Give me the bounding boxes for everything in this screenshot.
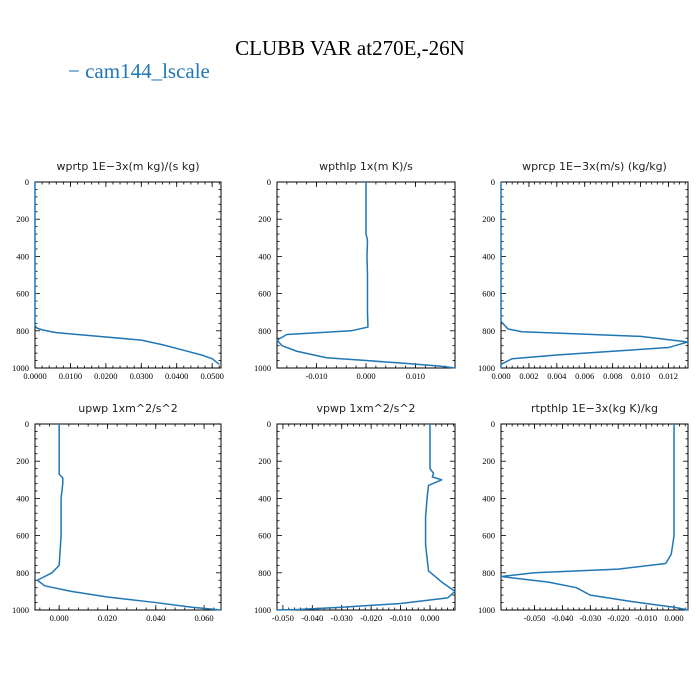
- y-tick-label: 0: [25, 419, 29, 429]
- x-tick-label: 0.010: [406, 371, 425, 381]
- subplot-title: rtpthlp 1E−3x(kg K)/kg: [531, 402, 658, 415]
- axes-frame: [500, 423, 689, 611]
- x-tick-label: 0.012: [659, 371, 678, 381]
- series-line: [36, 424, 222, 611]
- y-tick-label: 600: [258, 531, 271, 541]
- axes-frame: [500, 181, 689, 369]
- y-tick-label: 600: [482, 289, 495, 299]
- x-tick-label: 0.000: [420, 613, 439, 623]
- subplot-title: wprcp 1E−3x(m/s) (kg/kg): [522, 160, 667, 173]
- x-tick-label: 0.000: [664, 613, 683, 623]
- legend-line-marker: −: [68, 59, 80, 83]
- subplot-4: upwp 1xm^2/s^2 0 200 400 600 800 1000 0.000 0.02…: [12, 402, 222, 623]
- x-tick-label: 0.000: [356, 371, 375, 381]
- y-tick-label: 600: [16, 531, 29, 541]
- y-tick-label: 0: [491, 419, 495, 429]
- y-tick-label: 1000: [12, 605, 29, 615]
- x-tick-label: -0.020: [607, 613, 629, 623]
- series-line: [34, 182, 220, 365]
- x-tick-label: 0.060: [195, 613, 214, 623]
- y-tick-label: 0: [25, 177, 29, 187]
- x-tick-label: 0.0200: [94, 371, 117, 381]
- y-tick-label: 0: [267, 177, 271, 187]
- subplot-title: wprtp 1E−3x(m kg)/(s kg): [57, 160, 200, 173]
- x-tick-label: -0.050: [524, 613, 546, 623]
- x-tick-label: -0.010: [390, 613, 412, 623]
- y-tick-label: 800: [482, 326, 495, 336]
- subplot-6: rtpthlp 1E−3x(kg K)/kg 0 200 400 600 800 1000 -…: [478, 402, 689, 623]
- series-line: [500, 424, 689, 611]
- series-line: [500, 182, 689, 368]
- y-tick-label: 200: [16, 456, 29, 466]
- y-tick-label: 1000: [478, 605, 495, 615]
- x-tick-label: -0.030: [579, 613, 601, 623]
- y-tick-label: 200: [258, 214, 271, 224]
- x-tick-label: 0.000: [491, 371, 510, 381]
- y-tick-label: 600: [258, 289, 271, 299]
- y-tick-label: 800: [16, 568, 29, 578]
- legend: − cam144_lscale: [68, 59, 210, 84]
- axes-frame: [276, 423, 456, 611]
- x-tick-label: 0.0500: [200, 371, 223, 381]
- x-tick-label: 0.004: [547, 371, 567, 381]
- x-tick-label: 0.002: [519, 371, 538, 381]
- subplot-1: wprtp 1E−3x(m kg)/(s kg) 0 200 400 600 800 100…: [12, 160, 224, 381]
- subplot-3: wprcp 1E−3x(m/s) (kg/kg) 0 200 400 600 800 100…: [478, 160, 689, 381]
- y-tick-label: 1000: [478, 363, 495, 373]
- x-tick-label: 0.040: [146, 613, 165, 623]
- x-tick-label: -0.040: [551, 613, 573, 623]
- y-tick-label: 600: [16, 289, 29, 299]
- y-tick-label: 0: [267, 419, 271, 429]
- y-tick-label: 0: [491, 177, 495, 187]
- subplot-title: upwp 1xm^2/s^2: [78, 402, 178, 415]
- axes-frame: [34, 181, 222, 369]
- y-tick-label: 200: [482, 456, 495, 466]
- series-line: [276, 424, 456, 611]
- y-tick-label: 1000: [12, 363, 29, 373]
- x-tick-label: 0.0000: [23, 371, 46, 381]
- y-tick-label: 200: [258, 456, 271, 466]
- x-tick-label: 0.008: [603, 371, 622, 381]
- y-tick-label: 400: [482, 493, 495, 503]
- x-tick-label: 0.0300: [130, 371, 153, 381]
- x-tick-label: -0.040: [301, 613, 323, 623]
- subplot-title: vpwp 1xm^2/s^2: [316, 402, 415, 415]
- x-tick-label: -0.030: [331, 613, 353, 623]
- y-tick-label: 400: [16, 493, 29, 503]
- y-tick-label: 800: [258, 568, 271, 578]
- x-tick-label: 0.006: [575, 371, 594, 381]
- x-tick-label: -0.050: [272, 613, 294, 623]
- y-tick-label: 800: [16, 326, 29, 336]
- y-tick-label: 800: [258, 326, 271, 336]
- chart-title: CLUBB VAR at270E,-26N: [235, 36, 465, 60]
- x-tick-label: -0.010: [635, 613, 657, 623]
- x-tick-label: 0.0100: [59, 371, 82, 381]
- y-tick-label: 800: [482, 568, 495, 578]
- y-tick-label: 400: [258, 493, 271, 503]
- y-tick-label: 400: [258, 251, 271, 261]
- x-tick-label: 0.010: [631, 371, 650, 381]
- y-tick-label: 1000: [254, 605, 271, 615]
- y-tick-label: 200: [16, 214, 29, 224]
- y-tick-label: 400: [16, 251, 29, 261]
- x-tick-label: 0.020: [98, 613, 117, 623]
- series-line: [276, 182, 456, 369]
- subplot-title: wpthlp 1x(m K)/s: [319, 160, 413, 173]
- x-tick-label: -0.020: [360, 613, 382, 623]
- subplot-2: wpthlp 1x(m K)/s 0 200 400 600 800 1000 -0.010 0…: [254, 160, 456, 381]
- legend-label: cam144_lscale: [85, 59, 210, 83]
- x-tick-label: -0.010: [306, 371, 328, 381]
- x-tick-label: 0.0400: [165, 371, 188, 381]
- subplot-5: vpwp 1xm^2/s^2 0 200 400 600 800 1000-0.050 -0.…: [254, 402, 456, 623]
- axes-frame: [34, 423, 222, 611]
- x-tick-label: 0.000: [50, 613, 69, 623]
- y-tick-label: 400: [482, 251, 495, 261]
- y-tick-label: 600: [482, 531, 495, 541]
- y-tick-label: 1000: [254, 363, 271, 373]
- y-tick-label: 200: [482, 214, 495, 224]
